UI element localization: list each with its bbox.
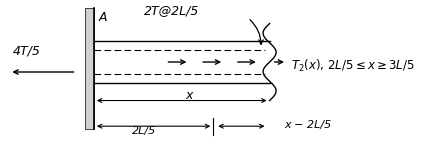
Text: $T_2(x)$, $2L/5 \leq x \geq 3L/5$: $T_2(x)$, $2L/5 \leq x \geq 3L/5$ — [291, 58, 415, 74]
Bar — [85, 8, 94, 129]
Text: A: A — [98, 11, 107, 24]
Text: 2T@2L/5: 2T@2L/5 — [144, 4, 200, 17]
Text: x: x — [186, 89, 193, 102]
Text: 2L/5: 2L/5 — [132, 126, 156, 136]
Text: x − 2L/5: x − 2L/5 — [285, 120, 332, 130]
Text: 4T/5: 4T/5 — [13, 45, 40, 58]
